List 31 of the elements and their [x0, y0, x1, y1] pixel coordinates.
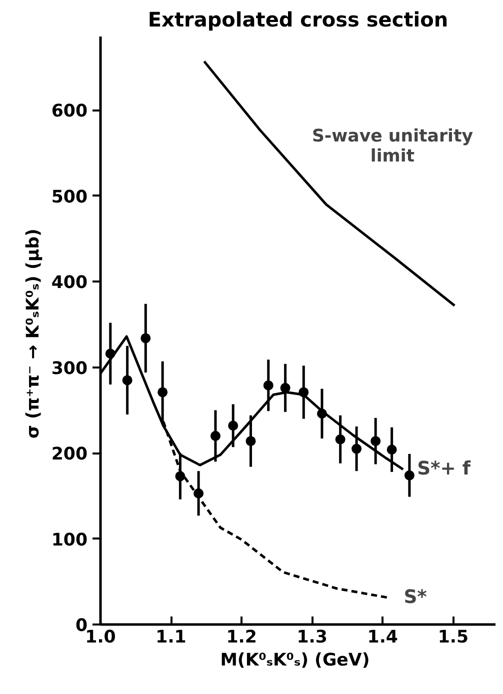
y-tick-label: 200 — [51, 444, 88, 465]
x-tick-label: 1.5 — [438, 628, 469, 648]
series-label: S* — [404, 586, 428, 608]
x-tick-label: 1.1 — [156, 628, 186, 648]
x-tick-label: 1.0 — [85, 628, 116, 648]
point — [140, 333, 151, 344]
point — [352, 444, 362, 454]
point — [335, 434, 346, 444]
point — [404, 470, 414, 480]
point — [246, 436, 256, 446]
point — [210, 430, 220, 441]
x-axis-title: M(K⁰ₛK⁰ₛ) (GeV) — [220, 650, 370, 670]
point — [228, 420, 238, 431]
y-tick-label: 600 — [51, 102, 88, 122]
point — [263, 380, 274, 390]
y-tick-label: 100 — [51, 530, 88, 550]
y-tick-label: 300 — [51, 358, 88, 379]
chart-title: Extrapolated cross section — [148, 8, 448, 32]
point — [158, 387, 168, 398]
point — [386, 444, 397, 455]
y-tick-label: 400 — [51, 273, 88, 294]
x-tick-label: 1.2 — [226, 628, 257, 648]
annotation: S-wave unitarity limit — [312, 126, 474, 166]
point — [122, 375, 132, 386]
x-tick-label: 1.4 — [367, 628, 398, 648]
y-axis-title: σ (π⁺π⁻ → K⁰ₛK⁰ₛ) (μb) — [23, 228, 44, 438]
y-tick-label: 0 — [75, 616, 88, 636]
y-tick-label: 500 — [51, 187, 88, 208]
series-label: S*+ f — [417, 458, 472, 480]
x-tick-label: 1.3 — [296, 628, 328, 648]
point — [370, 436, 381, 446]
